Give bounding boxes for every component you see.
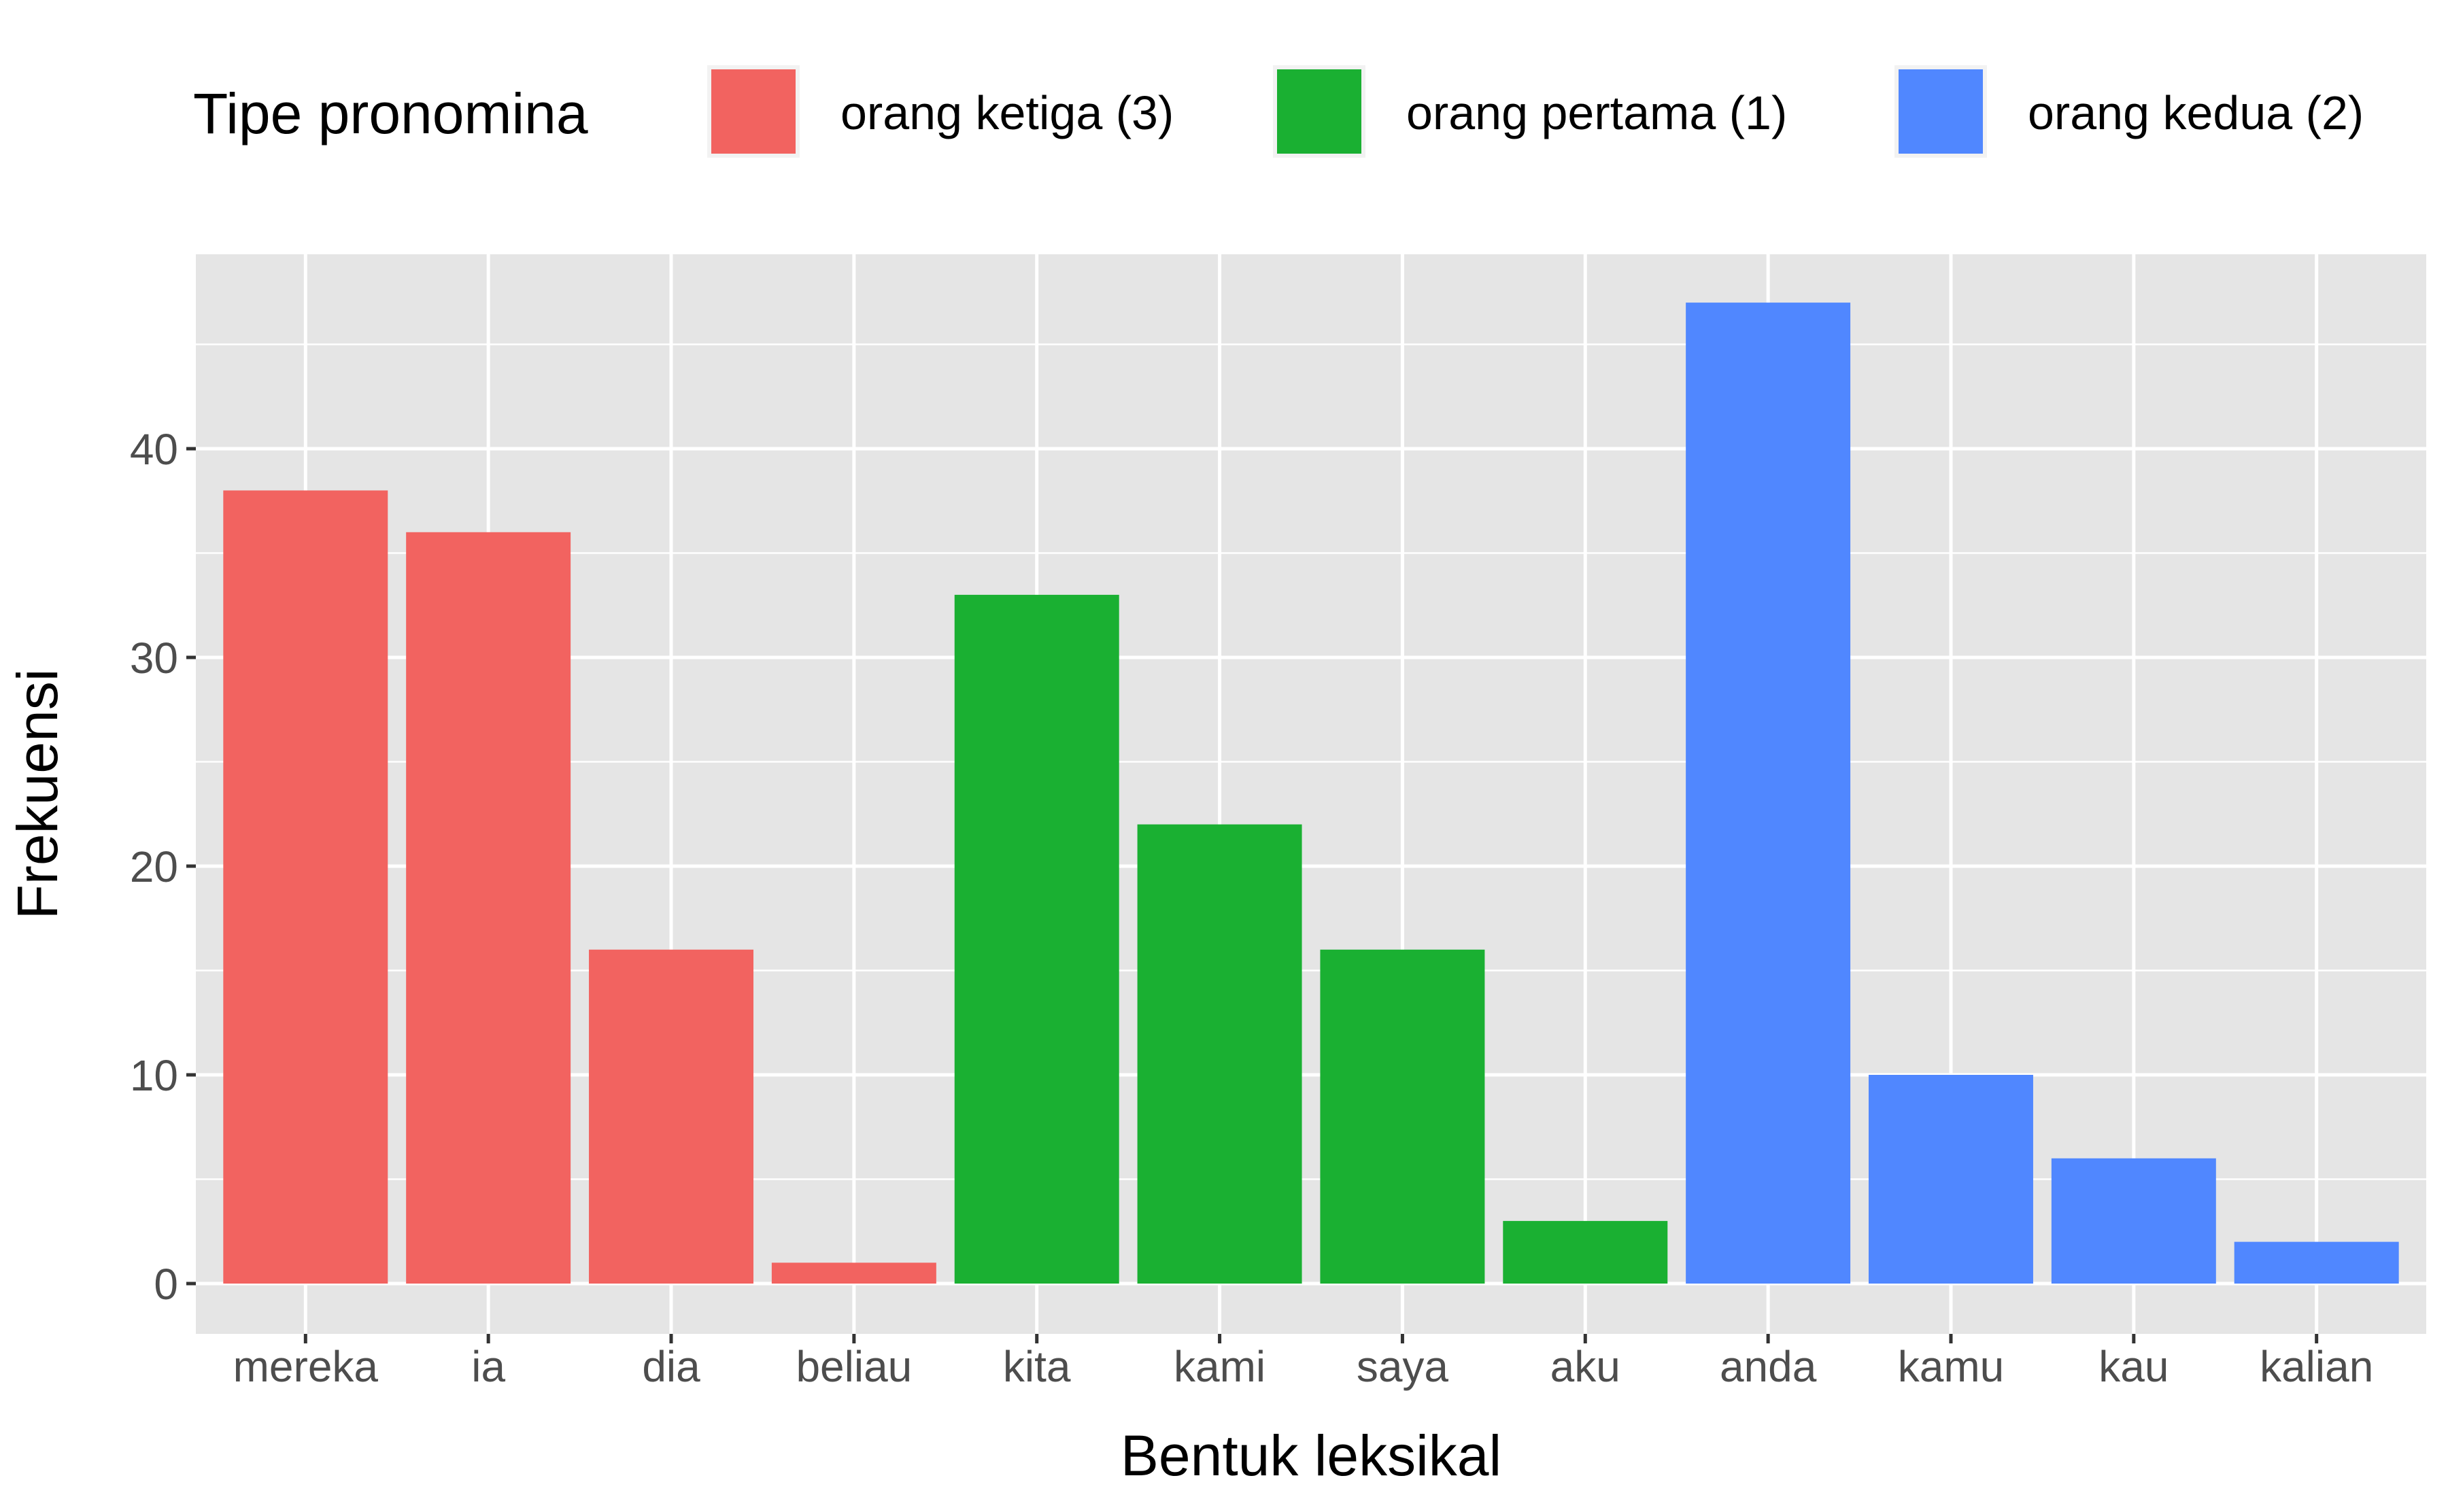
- bar-kamu: [1869, 1075, 2033, 1284]
- axes: 0 10 20 30 40 mereka ia dia beliau kita kami saya ak…: [130, 425, 2373, 1391]
- x-tick-label-ia: ia: [471, 1342, 505, 1391]
- legend-title: Tipe pronomina: [193, 82, 588, 145]
- x-tick-label-kalian: kalian: [2260, 1342, 2373, 1391]
- x-axis-title: Bentuk leksikal: [1121, 1424, 1501, 1488]
- x-tick-label-dia: dia: [642, 1342, 700, 1391]
- legend-swatch: [711, 69, 796, 154]
- bar-mereka: [223, 490, 388, 1284]
- x-tick-label-anda: anda: [1720, 1342, 1817, 1391]
- y-tick-label: 30: [130, 634, 178, 683]
- y-axis-title: Frekuensi: [5, 669, 69, 920]
- x-tick-label-aku: aku: [1550, 1342, 1620, 1391]
- x-tick-label-kami: kami: [1174, 1342, 1265, 1391]
- x-tick-label-mereka: mereka: [233, 1342, 379, 1391]
- legend-entries: orang ketiga (3) orang pertama (1) orang k…: [707, 65, 2364, 158]
- y-tick-label: 20: [130, 842, 178, 891]
- bar-kita: [954, 594, 1119, 1284]
- legend-label: orang kedua (2): [2028, 86, 2364, 139]
- y-tick-label: 0: [154, 1260, 178, 1309]
- x-tick-label-saya: saya: [1357, 1342, 1449, 1391]
- y-tick-label: 40: [130, 425, 178, 474]
- bars: [223, 303, 2399, 1284]
- bar-aku: [1503, 1220, 1668, 1284]
- bar-dia: [589, 949, 753, 1284]
- x-tick-label-kamu: kamu: [1898, 1342, 2005, 1391]
- legend-swatch: [1277, 69, 1361, 154]
- bar-kau: [2051, 1158, 2216, 1284]
- legend-label: orang ketiga (3): [840, 86, 1174, 139]
- bar-kalian: [2234, 1241, 2399, 1284]
- bar-ia: [406, 532, 571, 1284]
- legend-swatch: [1899, 69, 1983, 154]
- legend: Tipe pronomina orang ketiga (3) orang per…: [193, 65, 2364, 158]
- bar-beliau: [771, 1262, 936, 1284]
- bar-kami: [1137, 824, 1302, 1284]
- y-tick-label: 10: [130, 1051, 178, 1100]
- bar-anda: [1686, 303, 1851, 1284]
- x-tick-label-kita: kita: [1003, 1342, 1071, 1391]
- x-tick-label-kau: kau: [2098, 1342, 2169, 1391]
- bar-saya: [1320, 949, 1485, 1284]
- legend-label: orang pertama (1): [1406, 86, 1787, 139]
- x-tick-label-beliau: beliau: [796, 1342, 912, 1391]
